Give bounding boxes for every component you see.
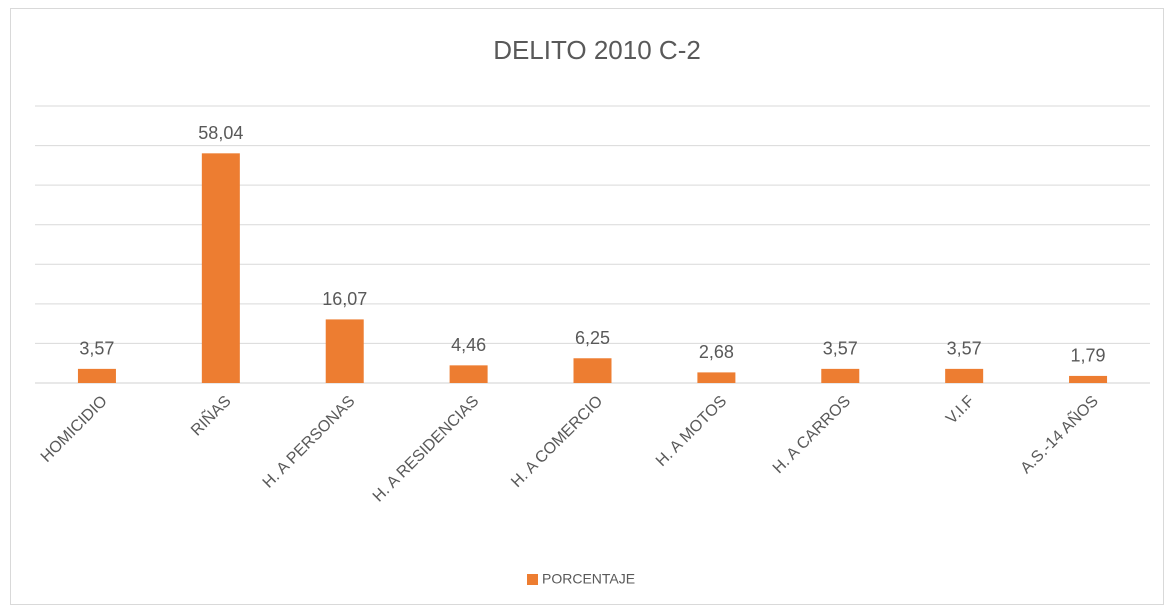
bar: [1069, 375, 1108, 383]
bar: [945, 368, 984, 383]
value-label: 58,04: [198, 123, 243, 143]
value-label: 1,79: [1071, 346, 1106, 366]
chart-title: DELITO 2010 C-2: [493, 35, 701, 65]
value-label: 6,25: [575, 328, 610, 348]
value-label: 2,68: [699, 342, 734, 362]
bar: [77, 368, 116, 383]
bar: [697, 372, 736, 383]
bar: [821, 368, 860, 383]
legend-swatch: [527, 574, 538, 585]
bar: [573, 358, 612, 383]
value-label: 3,57: [79, 339, 114, 359]
value-label: 16,07: [322, 289, 367, 309]
bar: [201, 153, 240, 383]
chart-frame: [10, 8, 1164, 605]
value-label: 3,57: [947, 339, 982, 359]
bar: [449, 365, 488, 383]
legend-label: PORCENTAJE: [542, 571, 635, 587]
value-label: 3,57: [823, 339, 858, 359]
value-label: 4,46: [451, 335, 486, 355]
bar: [325, 319, 364, 383]
